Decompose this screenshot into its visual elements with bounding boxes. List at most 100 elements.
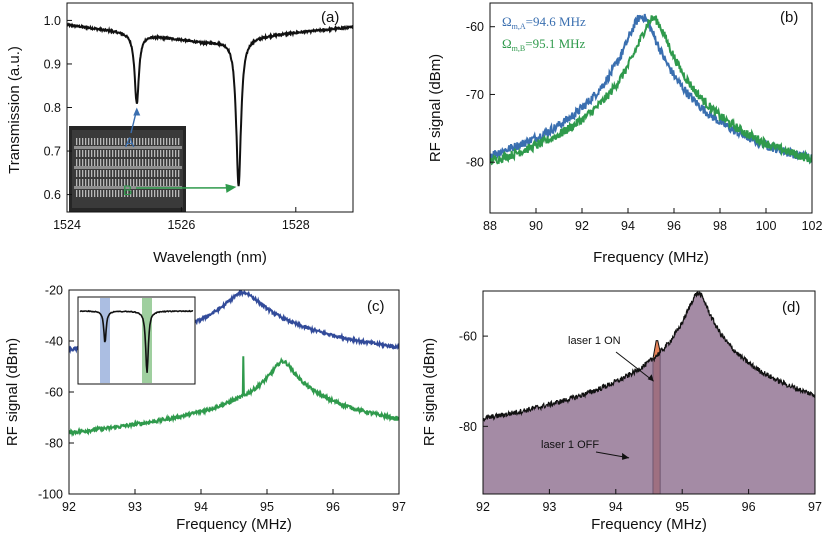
sem-tooth <box>133 138 135 145</box>
sem-tooth <box>127 179 129 186</box>
sem-tooth <box>145 150 147 157</box>
sem-tooth <box>85 159 87 166</box>
panel-c-xtick-label: 95 <box>260 500 274 514</box>
sem-tooth <box>160 138 162 145</box>
panel-b-xtick-label: 94 <box>621 219 635 233</box>
sem-tooth <box>82 138 84 145</box>
sem-tooth <box>148 138 150 145</box>
panel-a-ytick-label: 1.0 <box>44 14 61 28</box>
sem-tooth <box>103 170 105 177</box>
sem-tooth <box>130 150 132 157</box>
sem-tooth <box>100 150 102 157</box>
sem-tooth <box>142 150 144 157</box>
sem-tooth <box>139 170 141 177</box>
sem-tooth <box>139 179 141 186</box>
panel-c-xtick-label: 97 <box>392 500 406 514</box>
sem-tooth <box>103 190 105 197</box>
sem-tooth <box>124 138 126 145</box>
sem-tooth <box>142 159 144 166</box>
sem-tooth <box>163 159 165 166</box>
sem-tooth <box>103 179 105 186</box>
panel-c-ytick-label: -60 <box>45 386 63 400</box>
sem-tooth <box>76 170 78 177</box>
sem-tooth <box>115 159 117 166</box>
sem-tooth <box>118 159 120 166</box>
sem-tooth <box>136 190 138 197</box>
sem-tooth <box>82 179 84 186</box>
sem-tooth <box>97 170 99 177</box>
panel-b-ylabel: RF signal (dBm) <box>427 54 444 162</box>
sem-tooth <box>115 150 117 157</box>
sem-tooth <box>121 190 123 197</box>
sem-tooth <box>154 159 156 166</box>
panel-a-ytick-label: 0.7 <box>44 145 61 159</box>
sem-tooth <box>124 150 126 157</box>
sem-tooth <box>115 179 117 186</box>
sem-tooth <box>127 138 129 145</box>
sem-tooth <box>172 190 174 197</box>
sem-tooth <box>166 190 168 197</box>
sem-tooth <box>88 190 90 197</box>
sem-tooth <box>157 170 159 177</box>
sem-tooth <box>115 138 117 145</box>
panel-b-xtick-label: 102 <box>802 219 823 233</box>
sem-tooth <box>127 150 129 157</box>
sem-tooth <box>85 170 87 177</box>
panel-a-ytick-label: 0.8 <box>44 101 61 115</box>
sem-tooth <box>106 150 108 157</box>
sem-tooth <box>166 138 168 145</box>
sem-tooth <box>91 138 93 145</box>
panel-a-xlabel: Wavelength (nm) <box>153 249 267 266</box>
sem-tooth <box>145 138 147 145</box>
sem-tooth <box>142 138 144 145</box>
panel-c: 92 93 94 95 96 97 -20 -40 -60 -80 -100 (c) Frequen… <box>4 284 406 534</box>
sem-tooth <box>160 179 162 186</box>
panel-b-ytick-label: -60 <box>466 20 484 34</box>
sem-tooth <box>97 159 99 166</box>
sem-tooth <box>106 170 108 177</box>
sem-tooth <box>109 179 111 186</box>
sem-tooth <box>133 159 135 166</box>
sem-tooth <box>91 159 93 166</box>
panel-b-frame <box>489 2 813 214</box>
panel-c-xtick-label: 92 <box>62 500 76 514</box>
sem-tooth <box>91 150 93 157</box>
sem-tooth <box>151 150 153 157</box>
panel-d-xtick-label: 96 <box>742 500 756 514</box>
sem-tooth <box>175 190 177 197</box>
series-green-line <box>69 356 399 438</box>
sem-tooth <box>121 170 123 177</box>
sem-tooth <box>118 190 120 197</box>
panel-b-label: (b) <box>780 9 798 26</box>
sem-tooth <box>133 190 135 197</box>
sem-tooth <box>118 170 120 177</box>
sem-tooth <box>94 159 96 166</box>
panel-b-xtick-label: 92 <box>575 219 589 233</box>
inset-highlight-b <box>142 298 152 383</box>
sem-tooth <box>172 170 174 177</box>
sem-tooth <box>166 159 168 166</box>
sem-tooth <box>79 190 81 197</box>
sem-tooth <box>148 179 150 186</box>
sem-tooth <box>160 159 162 166</box>
sem-tooth <box>112 170 114 177</box>
sem-tooth <box>124 179 126 186</box>
sem-tooth <box>139 150 141 157</box>
panel-d-xtick-label: 95 <box>675 500 689 514</box>
panel-c-xlabel: Frequency (MHz) <box>176 516 292 533</box>
panel-c-ytick-label: -100 <box>38 488 63 502</box>
sem-tooth <box>97 190 99 197</box>
sem-tooth <box>121 150 123 157</box>
sem-tooth <box>148 159 150 166</box>
sem-tooth <box>145 170 147 177</box>
sem-tooth <box>151 190 153 197</box>
sem-tooth <box>112 150 114 157</box>
panel-d-xlabel: Frequency (MHz) <box>591 516 707 533</box>
sem-tooth <box>163 190 165 197</box>
sem-tooth <box>154 150 156 157</box>
sem-tooth <box>112 138 114 145</box>
laser-off-line <box>483 291 815 423</box>
sem-tooth <box>94 150 96 157</box>
sem-tooth <box>115 170 117 177</box>
sem-tooth <box>85 150 87 157</box>
